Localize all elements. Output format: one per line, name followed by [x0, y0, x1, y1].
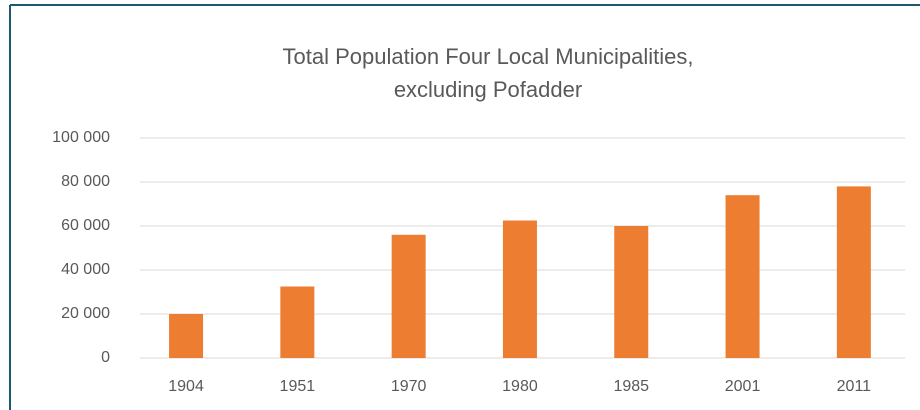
y-tick-label: 40 000 — [61, 261, 110, 278]
y-tick-label: 60 000 — [61, 217, 110, 234]
bar — [391, 234, 426, 358]
bar — [169, 314, 204, 358]
x-tick-label: 1951 — [280, 378, 316, 395]
bar — [725, 195, 760, 358]
bar — [614, 226, 649, 358]
x-tick-label: 1980 — [502, 378, 538, 395]
x-tick-label: 2001 — [725, 378, 761, 395]
x-tick-label: 1970 — [391, 378, 427, 395]
bar — [280, 286, 315, 358]
chart-title: Total Population Four Local Municipaliti… — [283, 44, 694, 69]
chart-title: excluding Pofadder — [394, 77, 582, 102]
x-tick-label: 2011 — [837, 378, 872, 395]
x-tick-label: 1904 — [168, 378, 204, 395]
bar — [502, 220, 537, 358]
y-tick-label: 0 — [101, 349, 110, 366]
bar — [836, 186, 871, 358]
y-tick-label: 20 000 — [61, 305, 110, 322]
y-tick-label: 80 000 — [61, 173, 110, 190]
y-tick-label: 100 000 — [52, 129, 110, 146]
x-tick-label: 1985 — [613, 378, 649, 395]
